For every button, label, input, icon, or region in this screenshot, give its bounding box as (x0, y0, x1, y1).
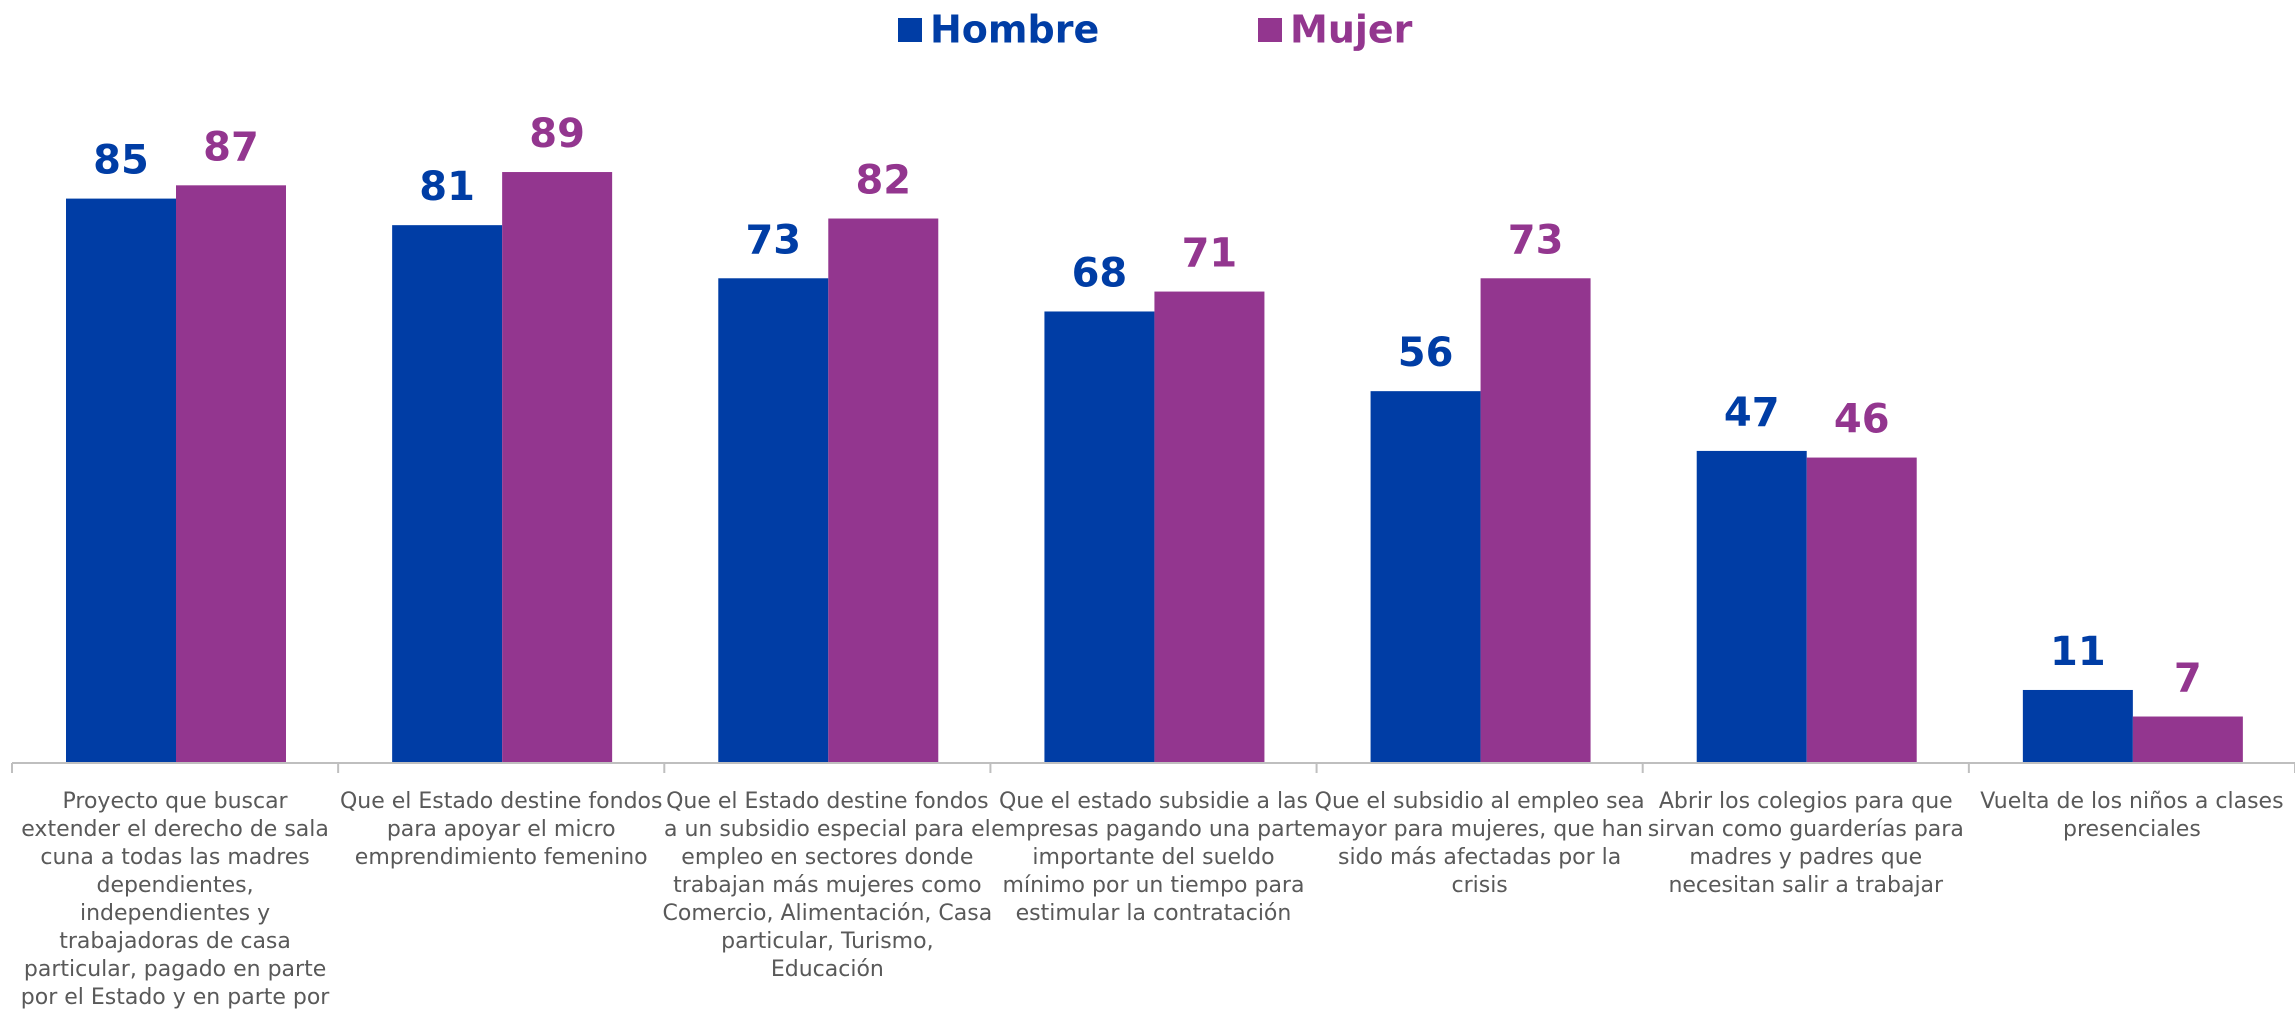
bar (1806, 457, 1917, 763)
bar (2132, 716, 2243, 763)
bar (392, 225, 503, 763)
data-label: 73 (745, 217, 801, 263)
x-tick-label: Proyecto que buscar extender el derecho … (20, 789, 330, 1009)
x-tick-label: Que el estado subsidie a las empresas pa… (991, 789, 1316, 926)
bar (1154, 291, 1265, 763)
x-tick-label: Que el Estado destine fondos a un subsid… (662, 789, 993, 982)
x-tick-label: Abrir los colegios para que sirvan como … (1647, 789, 1964, 898)
data-label: 73 (1508, 217, 1564, 263)
data-label: 47 (1724, 390, 1780, 436)
bar (1370, 391, 1481, 763)
data-label: 81 (419, 164, 475, 210)
bar (828, 218, 939, 763)
bar (66, 198, 176, 764)
bar (502, 172, 613, 764)
bar (1480, 278, 1591, 763)
legend-label: Mujer (1290, 8, 1413, 52)
data-label: 46 (1834, 397, 1890, 443)
legend-swatch (1258, 18, 1282, 42)
x-tick-label: Que el subsidio al empleo sea mayor para… (1314, 789, 1645, 898)
data-label: 56 (1398, 330, 1454, 376)
data-label: 68 (1072, 250, 1128, 296)
data-label: 89 (529, 111, 585, 157)
data-label: 71 (1182, 231, 1238, 277)
legend-swatch (898, 18, 922, 42)
data-label: 7 (2174, 656, 2202, 702)
legend-label: Hombre (930, 8, 1099, 52)
bar (718, 278, 829, 763)
data-label: 82 (855, 158, 911, 204)
bar (2022, 689, 2133, 763)
x-tick-label: Vuelta de los niños a clases presenciale… (1980, 789, 2284, 842)
data-label: 11 (2050, 629, 2106, 675)
data-label: 87 (203, 124, 259, 170)
data-label: 85 (93, 138, 149, 184)
x-tick-label: Que el Estado destine fondos para apoyar… (339, 789, 663, 870)
bar (1044, 311, 1155, 763)
bar (176, 185, 286, 763)
bar (1696, 450, 1807, 763)
